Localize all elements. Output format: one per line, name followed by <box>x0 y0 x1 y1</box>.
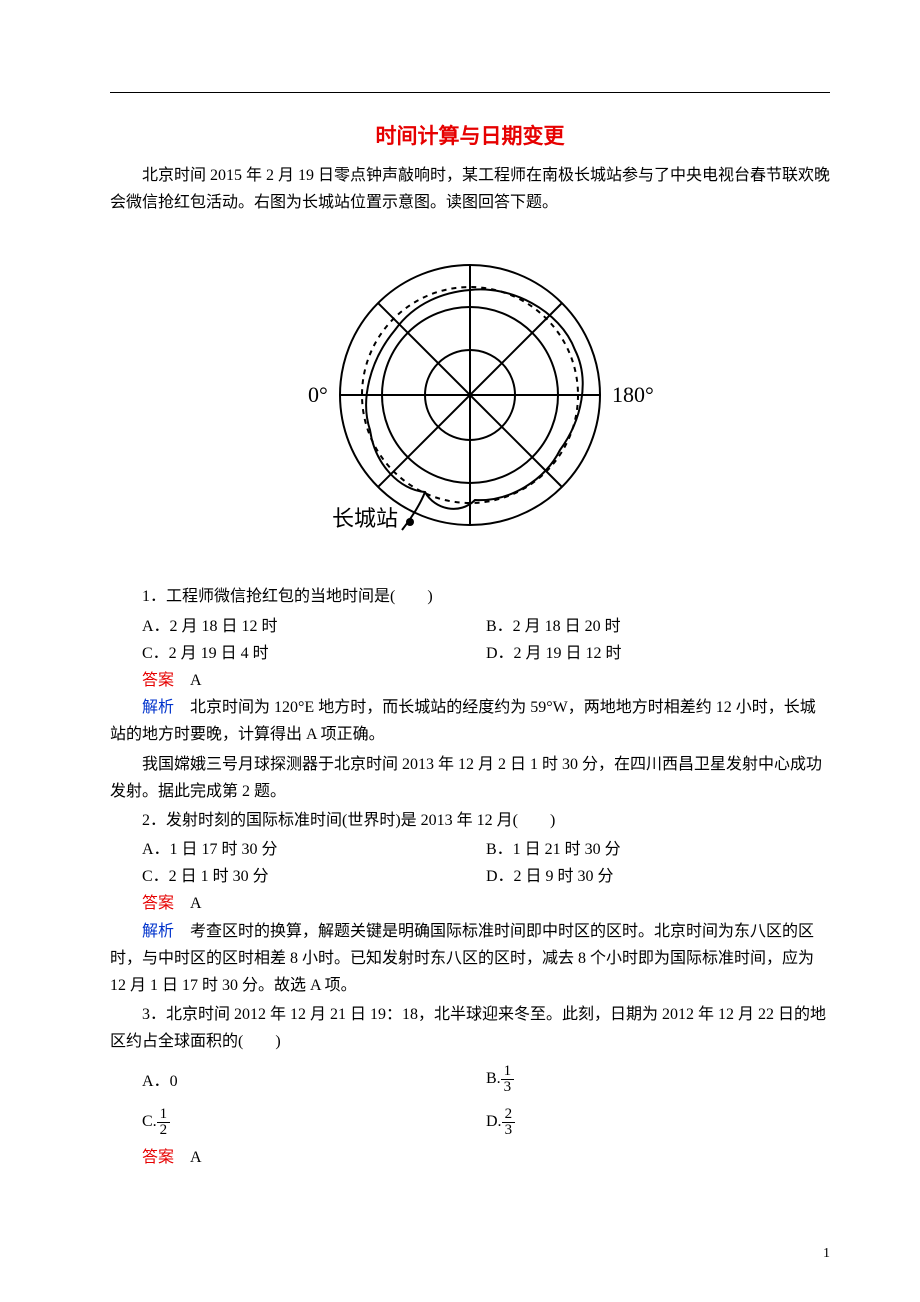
q2-answer: 答案 A <box>110 890 830 917</box>
q1-analysis: 解析 北京时间为 120°E 地方时，而长城站的经度约为 59°W，两地地方时相… <box>110 694 830 748</box>
label-180deg: 180° <box>612 382 654 407</box>
q3-option-a: A．0 <box>142 1061 486 1097</box>
q3-b-num: 1 <box>501 1064 515 1080</box>
q3-b-prefix: B. <box>486 1070 501 1087</box>
q2-answer-value: A <box>190 895 202 912</box>
fraction-icon: 12 <box>157 1107 171 1138</box>
analysis-label: 解析 <box>142 923 174 940</box>
q1-option-b: B．2 月 18 日 20 时 <box>486 613 830 640</box>
q1-options-row2: C．2 月 19 日 4 时 D．2 月 19 日 12 时 <box>110 640 830 667</box>
antarctica-polar-map: 0° 180° 长城站 <box>260 230 680 560</box>
q3-answer-value: A <box>190 1149 202 1166</box>
q2-option-d: D．2 日 9 时 30 分 <box>486 863 830 890</box>
q3-d-num: 2 <box>502 1107 516 1123</box>
page-title: 时间计算与日期变更 <box>110 120 830 150</box>
label-0deg: 0° <box>308 382 328 407</box>
q3-answer: 答案 A <box>110 1144 830 1171</box>
q2-options-row1: A．1 日 17 时 30 分 B．1 日 21 时 30 分 <box>110 836 830 863</box>
q1-option-a: A．2 月 18 日 12 时 <box>142 613 486 640</box>
q1-option-c: C．2 月 19 日 4 时 <box>142 640 486 667</box>
q3-b-den: 3 <box>501 1080 515 1095</box>
q1-answer-value: A <box>190 672 202 689</box>
q3-option-b: B.13 <box>486 1058 830 1101</box>
q3-a-prefix: A． <box>142 1073 170 1090</box>
polar-figure: 0° 180° 长城站 <box>110 230 830 565</box>
q1-answer: 答案 A <box>110 667 830 694</box>
page-number: 1 <box>823 1246 830 1262</box>
intro-paragraph-2: 我国嫦娥三号月球探测器于北京时间 2013 年 12 月 2 日 1 时 30 … <box>110 751 830 805</box>
q2-options-row2: C．2 日 1 时 30 分 D．2 日 9 时 30 分 <box>110 863 830 890</box>
q1-option-d: D．2 月 19 日 12 时 <box>486 640 830 667</box>
q1-stem: 1．工程师微信抢红包的当地时间是( ) <box>110 583 830 610</box>
q3-d-den: 3 <box>502 1123 516 1138</box>
fraction-icon: 13 <box>501 1064 515 1095</box>
analysis-label: 解析 <box>142 699 174 716</box>
label-station: 长城站 <box>332 506 398 531</box>
answer-label: 答案 <box>142 895 174 912</box>
q2-analysis: 解析 考查区时的换算，解题关键是明确国际标准时间即中时区的区时。北京时间为东八区… <box>110 918 830 1000</box>
q3-stem: 3．北京时间 2012 年 12 月 21 日 19：18，北半球迎来冬至。此刻… <box>110 1001 830 1055</box>
q3-a-value: 0 <box>170 1073 178 1090</box>
fraction-icon: 23 <box>502 1107 516 1138</box>
q2-option-a: A．1 日 17 时 30 分 <box>142 836 486 863</box>
q2-option-b: B．1 日 21 时 30 分 <box>486 836 830 863</box>
answer-label: 答案 <box>142 1149 174 1166</box>
q3-options-row2: C.12 D.23 <box>110 1101 830 1144</box>
answer-label: 答案 <box>142 672 174 689</box>
header-rule <box>110 92 830 93</box>
q2-analysis-text: 考查区时的换算，解题关键是明确国际标准时间即中时区的区时。北京时间为东八区的区时… <box>110 923 814 994</box>
q3-option-c: C.12 <box>142 1101 486 1144</box>
intro-paragraph-1: 北京时间 2015 年 2 月 19 日零点钟声敲响时，某工程师在南极长城站参与… <box>110 162 830 216</box>
q3-options-row1: A．0 B.13 <box>110 1058 830 1101</box>
station-marker <box>406 518 414 526</box>
q3-c-num: 1 <box>157 1107 171 1123</box>
q1-options-row1: A．2 月 18 日 12 时 B．2 月 18 日 20 时 <box>110 613 830 640</box>
q2-stem: 2．发射时刻的国际标准时间(世界时)是 2013 年 12 月( ) <box>110 807 830 834</box>
q3-option-d: D.23 <box>486 1101 830 1144</box>
q1-analysis-text: 北京时间为 120°E 地方时，而长城站的经度约为 59°W，两地地方时相差约 … <box>110 699 816 743</box>
q3-c-prefix: C. <box>142 1113 157 1130</box>
q2-option-c: C．2 日 1 时 30 分 <box>142 863 486 890</box>
q3-c-den: 2 <box>157 1123 171 1138</box>
q3-d-prefix: D. <box>486 1113 502 1130</box>
